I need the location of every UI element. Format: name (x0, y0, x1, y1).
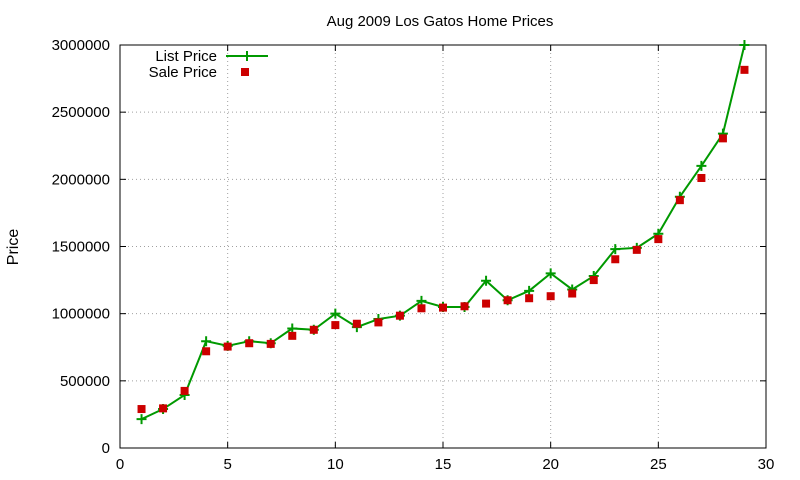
sale-price-point (417, 304, 426, 313)
x-tick-label: 5 (223, 456, 231, 473)
grid-lines (120, 45, 766, 448)
sale-price-point (525, 294, 534, 303)
list-price-point (610, 244, 621, 255)
list-price-point (545, 268, 556, 279)
sale-price-point (309, 325, 318, 334)
sale-price-point (159, 404, 168, 413)
sale-price-point (482, 299, 491, 308)
sale-price-point (395, 311, 404, 320)
sale-price-point (697, 173, 706, 182)
list-price-point (330, 308, 341, 319)
chart-title: Aug 2009 Los Gatos Home Prices (327, 13, 554, 30)
list-price-point (696, 160, 707, 171)
sale-price-point (589, 276, 598, 285)
sale-price-point (331, 321, 340, 330)
x-axis-ticks: 0 5 10 15 20 25 30 (116, 45, 775, 473)
list-price-point (739, 40, 750, 50)
sale-price-point (546, 292, 555, 301)
series-sale-price (137, 65, 749, 414)
legend-marker-sale-price (241, 68, 249, 76)
sale-price-point (460, 302, 469, 311)
sale-price-point (288, 331, 297, 340)
legend-marker-list-price (242, 51, 252, 61)
x-tick-label: 15 (435, 456, 452, 473)
sale-price-point (180, 386, 189, 395)
sale-price-point (654, 235, 663, 244)
y-tick-label: 1500000 (52, 239, 110, 256)
y-tick-label: 3000000 (52, 37, 110, 54)
list-price-point (481, 275, 492, 286)
sale-price-point (632, 245, 641, 254)
x-tick-label: 0 (116, 456, 124, 473)
sale-price-point (503, 296, 512, 305)
y-tick-label: 2000000 (52, 171, 110, 188)
sale-price-point (202, 347, 211, 356)
sale-price-point (223, 342, 232, 351)
x-tick-label: 25 (650, 456, 667, 473)
sale-price-point (439, 303, 447, 312)
sale-price-point (718, 134, 727, 143)
y-tick-label: 1000000 (52, 306, 110, 323)
list-price-point (136, 414, 147, 425)
sale-price-point (374, 318, 383, 327)
y-tick-label: 500000 (60, 373, 110, 390)
sale-price-point (266, 339, 275, 348)
sale-price-point (740, 65, 749, 74)
x-tick-label: 10 (327, 456, 344, 473)
y-axis-label: Price (5, 229, 22, 266)
list-price-point (201, 336, 212, 347)
y-axis-ticks: 0 500000 1000000 1500000 2000000 2500000 30000… (52, 37, 766, 457)
x-tick-label: 20 (542, 456, 559, 473)
sale-price-point (245, 339, 254, 348)
legend-entry-sale-price: Sale Price (149, 64, 217, 81)
y-tick-label: 2500000 (52, 104, 110, 121)
sale-price-point (352, 319, 361, 328)
sale-price-point (137, 405, 146, 414)
list-price-point (416, 295, 427, 306)
x-tick-label: 30 (758, 456, 775, 473)
sale-price-point (675, 196, 684, 205)
legend-entry-list-price: List Price (155, 48, 217, 65)
list-price-point (524, 285, 535, 296)
y-tick-label: 0 (102, 440, 110, 457)
sale-price-point (611, 255, 620, 264)
list-price-point (287, 323, 298, 334)
legend: List Price Sale Price (149, 48, 268, 81)
sale-price-point (568, 289, 577, 298)
